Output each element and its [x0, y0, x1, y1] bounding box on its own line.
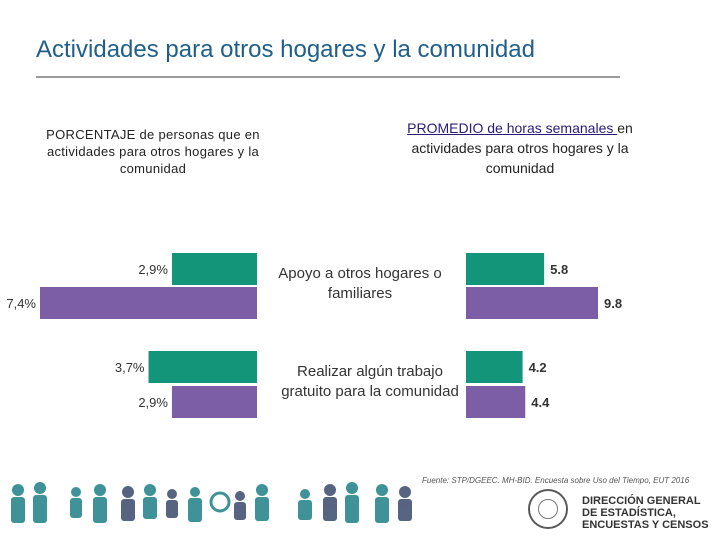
right-value-label-purple-1: 9.8 — [604, 296, 622, 311]
left-chart-heading: PORCENTAJE de personas que en actividade… — [46, 127, 260, 176]
people-icon-strip — [11, 482, 389, 523]
logo-line-1: DIRECCIÓN GENERAL — [582, 495, 701, 507]
left-value-label-purple-2: 2,9% — [138, 395, 168, 410]
right-bar-green-1 — [466, 253, 545, 285]
category-label-apoyo: Apoyo a otros hogares o familiares — [278, 265, 442, 302]
source-note: Fuente: STP/DGEEC. MH-BID. Encuesta sobr… — [422, 476, 690, 485]
logo-line-2: DE ESTADÍSTICA, — [582, 507, 676, 519]
logo-line-3: ENCUESTAS Y CENSOS — [582, 519, 709, 531]
right-chart-heading: PROMEDIO de horas semanales en actividad… — [380, 118, 660, 178]
left-bar-purple-1 — [40, 287, 257, 319]
page-title: Actividades para otros hogares y la comu… — [36, 36, 535, 63]
right-bar-purple-2 — [466, 386, 526, 418]
left-bar-purple-2 — [171, 386, 257, 418]
right-value-label-green-1: 5.8 — [550, 262, 568, 277]
right-value-label-purple-2: 4.4 — [531, 395, 550, 410]
right-heading-underlined: PROMEDIO de horas semanales — [407, 120, 618, 136]
left-value-label-purple-1: 7,4% — [6, 296, 36, 311]
right-bar-purple-1 — [466, 287, 598, 319]
category-label-trabajo: Realizar algún trabajo gratuito para la … — [281, 363, 459, 400]
institution-logo: DIRECCIÓN GENERAL DE ESTADÍSTICA, ENCUES… — [582, 495, 709, 531]
left-bar-green-1 — [171, 253, 257, 285]
footer-activity-icons — [0, 476, 420, 540]
seal-center — [538, 499, 558, 519]
right-value-label-green-2: 4.2 — [529, 360, 547, 375]
right-heading-rest: en actividades para otros hogares y la c… — [411, 120, 633, 176]
left-value-label-green-1: 2,9% — [138, 262, 168, 277]
government-seal-icon — [528, 489, 568, 529]
left-bar-green-2 — [148, 351, 257, 383]
bar-charts: 2,9% 3,7% 7,4% 2,9% 5.8 4.2 9.8 4.4 — [6, 253, 622, 418]
left-value-label-green-2: 3,7% — [115, 360, 145, 375]
title-divider — [36, 76, 620, 78]
right-bar-green-2 — [466, 351, 523, 383]
